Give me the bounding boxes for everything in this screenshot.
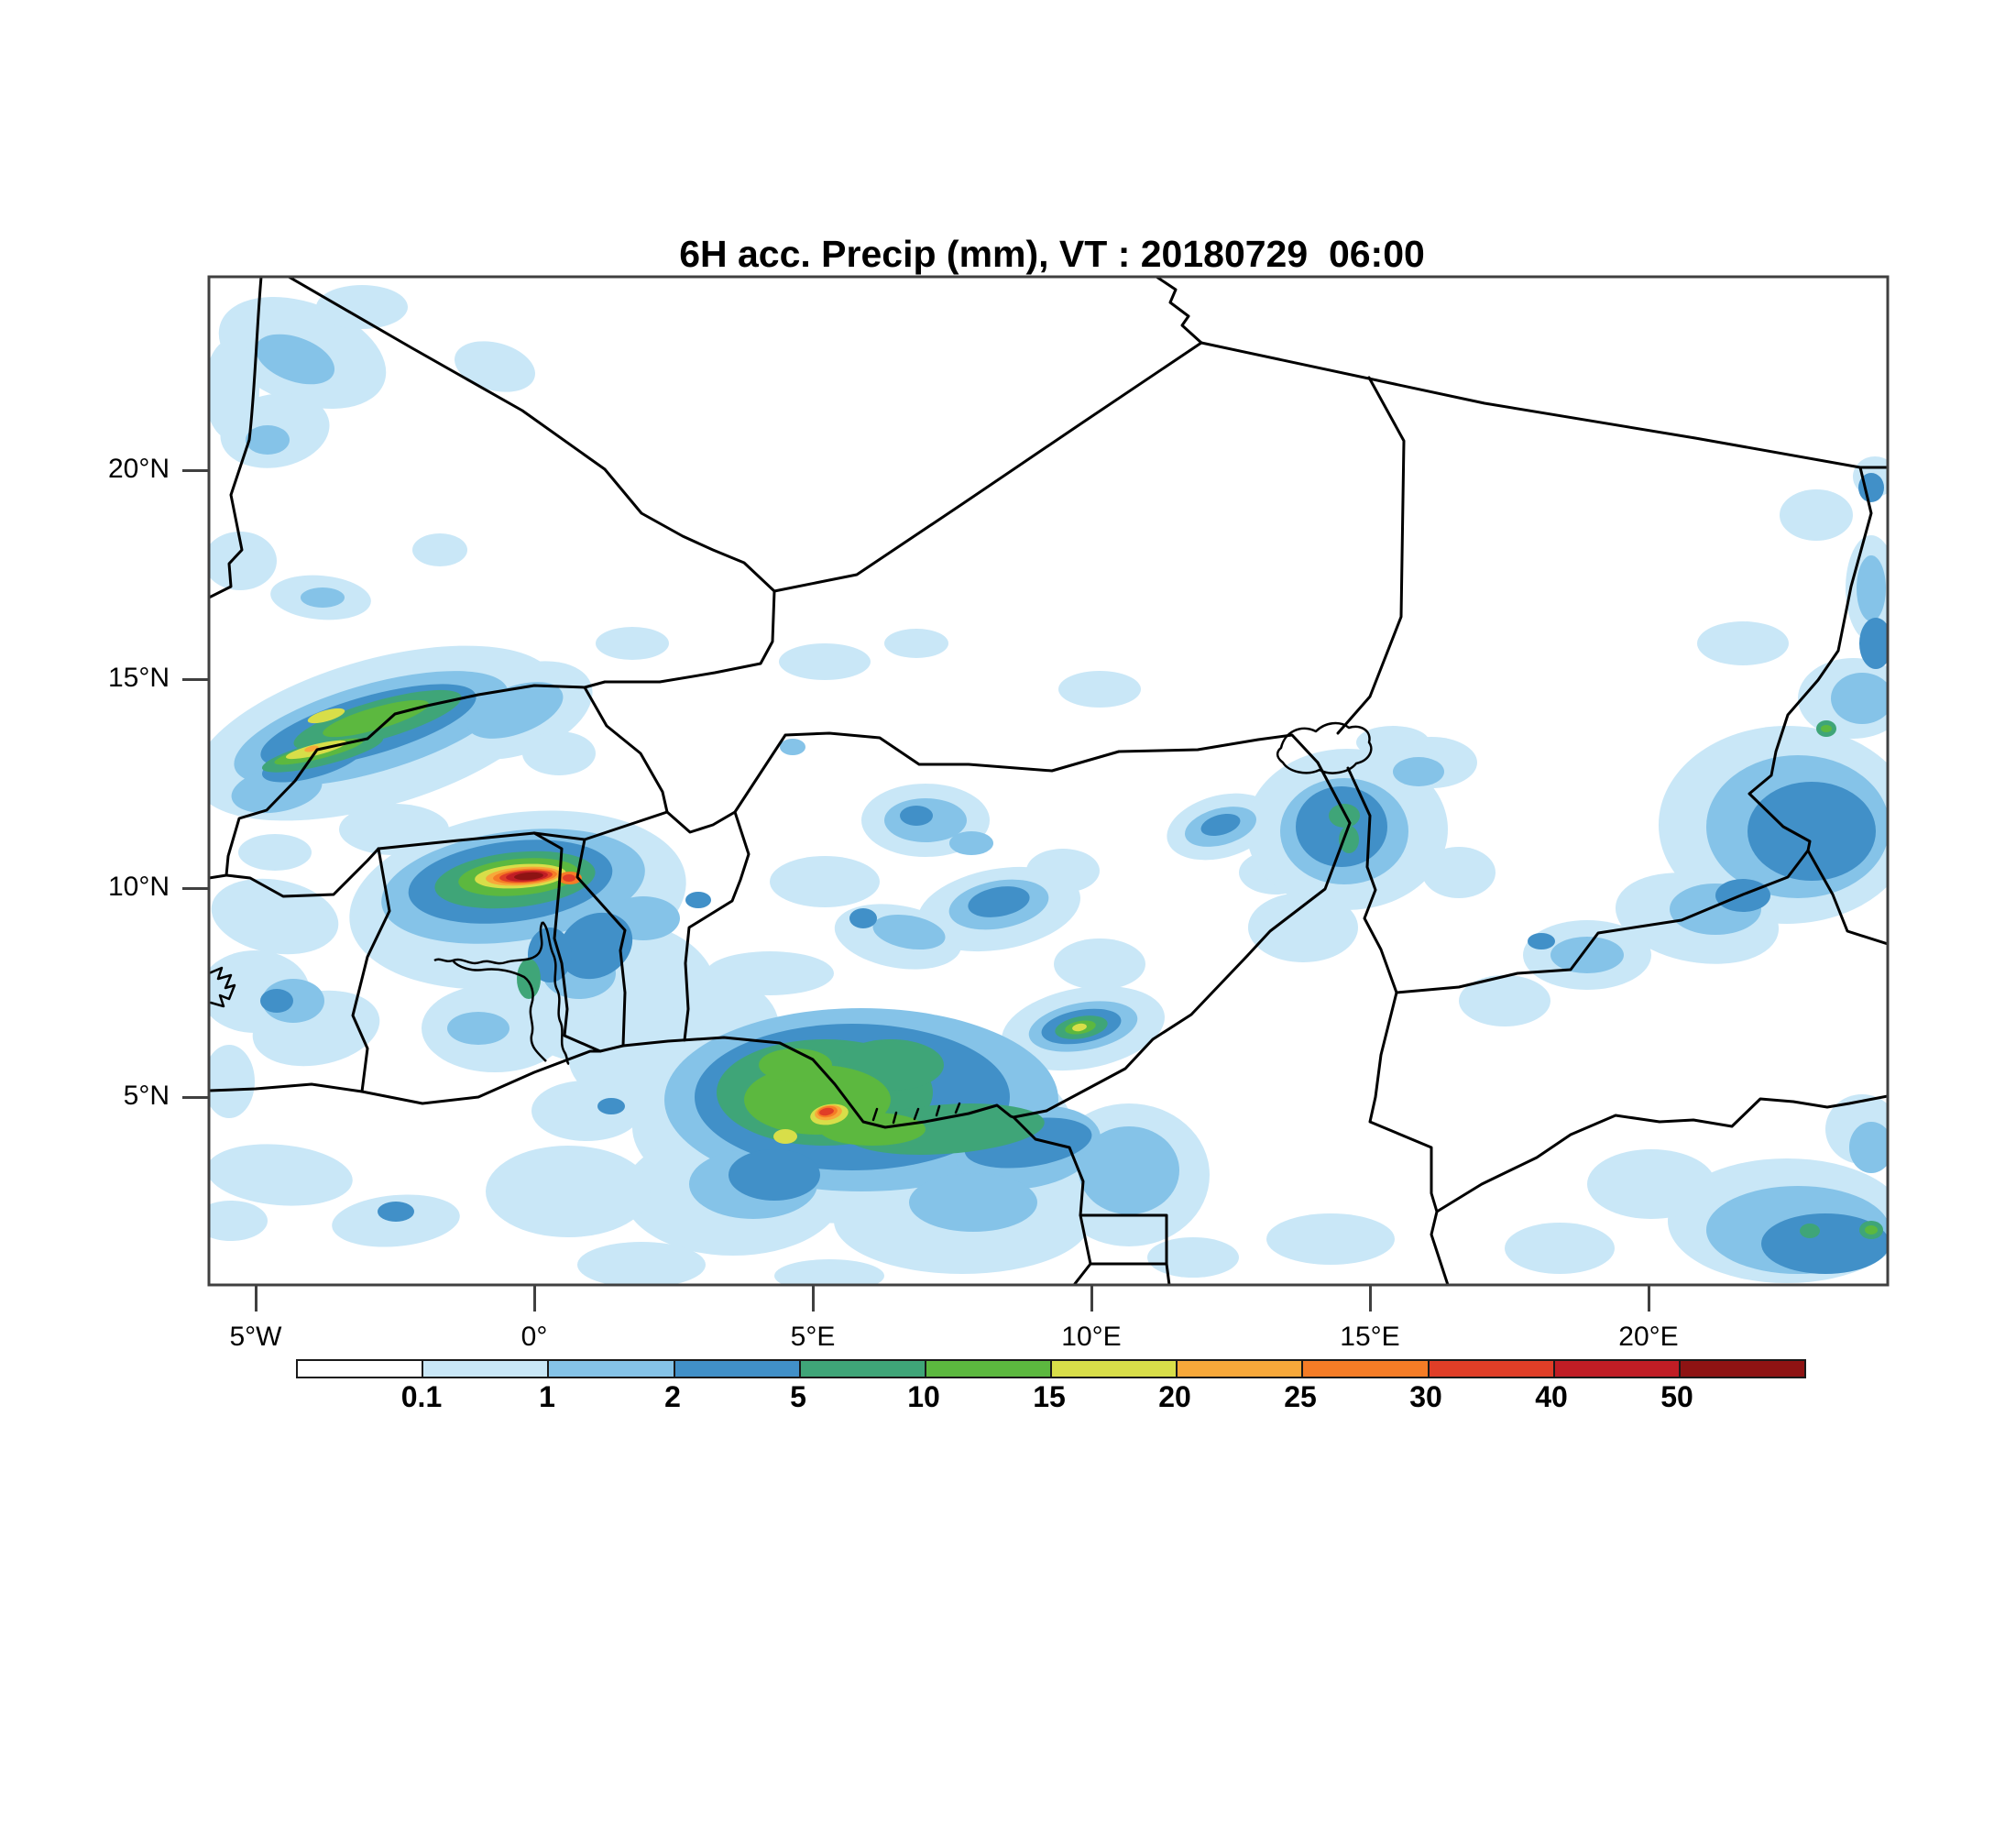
border-ghana-burkina bbox=[377, 831, 536, 851]
border-algeria-niger bbox=[772, 341, 1203, 593]
coastline-estuaries bbox=[871, 1102, 961, 1125]
x-axis-tick-label: 5°W bbox=[229, 1322, 282, 1352]
y-axis-tick-label: 5°N bbox=[123, 1081, 170, 1111]
border-togo-benin bbox=[575, 838, 627, 1048]
colorbar-label: 2 bbox=[664, 1380, 681, 1413]
colorbar-cell-6 bbox=[924, 1361, 1051, 1377]
x-axis-tick bbox=[1090, 1285, 1093, 1312]
x-axis-tick bbox=[533, 1285, 536, 1312]
y-axis-tick bbox=[182, 678, 209, 681]
border-togo-burkina bbox=[532, 831, 586, 841]
lakes bbox=[433, 721, 1373, 1066]
colorbar bbox=[296, 1359, 1806, 1378]
x-axis-tick-label: 15°E bbox=[1340, 1322, 1400, 1352]
colorbar-label: 40 bbox=[1535, 1380, 1568, 1413]
y-axis-tick bbox=[182, 1096, 209, 1099]
colorbar-label: 20 bbox=[1158, 1380, 1191, 1413]
border-equatorial-guinea bbox=[1079, 1213, 1171, 1285]
y-axis-tick-label: 15°N bbox=[107, 663, 170, 693]
border-benin-niger bbox=[665, 810, 737, 834]
colorbar-cell-5 bbox=[798, 1361, 925, 1377]
x-axis-tick-label: 0° bbox=[520, 1322, 548, 1352]
colorbar-label: 30 bbox=[1409, 1380, 1442, 1413]
y-axis-tick-label: 20°N bbox=[107, 454, 170, 484]
x-axis-tick bbox=[812, 1285, 815, 1312]
border-mauritania-mali bbox=[209, 277, 263, 599]
coastline-gulf-of-guinea bbox=[209, 1036, 1092, 1285]
colorbar-label: 1 bbox=[539, 1380, 555, 1413]
border-niger-chad bbox=[1336, 376, 1406, 735]
colorbar-cell-12 bbox=[1678, 1361, 1805, 1377]
border-ghana-cotedivoire bbox=[351, 847, 391, 1093]
border-burkina-benin bbox=[583, 810, 669, 841]
border-burkina-niger bbox=[583, 686, 669, 814]
lake-volta-outline bbox=[433, 921, 570, 1066]
border-libya-algeria bbox=[1155, 277, 1203, 345]
border-cameroon-car-west bbox=[1368, 991, 1439, 1213]
x-axis-tick-label: 20°E bbox=[1618, 1322, 1679, 1352]
border-cotedivoire-north bbox=[225, 847, 380, 898]
colorbar-cell-4 bbox=[673, 1361, 799, 1377]
colorbar-cell-9 bbox=[1301, 1361, 1428, 1377]
colorbar-cell-8 bbox=[1176, 1361, 1302, 1377]
border-car-south bbox=[1435, 1094, 1888, 1213]
x-axis-tick-label: 10°E bbox=[1061, 1322, 1122, 1352]
border-chad-sudan bbox=[1748, 466, 1873, 852]
border-nigeria-cameroon bbox=[1012, 761, 1352, 1119]
x-axis-tick-label: 5°E bbox=[790, 1322, 836, 1352]
colorbar-cell-2 bbox=[422, 1361, 548, 1377]
page-title: 6H acc. Precip (mm), VT : 20180729 06:00 bbox=[679, 233, 1425, 275]
colorbar-label: 25 bbox=[1284, 1380, 1317, 1413]
x-axis-tick bbox=[1369, 1285, 1372, 1312]
lake-chad-outline bbox=[1276, 721, 1373, 774]
border-libya-chad bbox=[1200, 341, 1862, 469]
border-niger-nigeria bbox=[733, 731, 1320, 814]
map-frame bbox=[207, 275, 1890, 1287]
border-car-sudan bbox=[1806, 849, 1888, 946]
colorbar-cell-7 bbox=[1050, 1361, 1177, 1377]
border-chad-car bbox=[1395, 849, 1810, 994]
border-burkina-mali bbox=[209, 684, 586, 880]
border-ghana-togo bbox=[532, 831, 602, 1053]
precip-shading bbox=[209, 285, 1888, 1285]
x-axis-tick bbox=[255, 1285, 257, 1312]
x-axis-tick bbox=[1648, 1285, 1650, 1312]
colorbar-cell-11 bbox=[1552, 1361, 1679, 1377]
colorbar-label: 50 bbox=[1660, 1380, 1693, 1413]
border-mali-niger bbox=[583, 589, 776, 689]
y-axis-tick bbox=[182, 887, 209, 890]
colorbar-label: 15 bbox=[1033, 1380, 1066, 1413]
colorbar-label: 10 bbox=[907, 1380, 940, 1413]
border-guinea-highlands bbox=[209, 966, 236, 1008]
border-chad-cameroon bbox=[1346, 766, 1398, 994]
border-cameroon-congo bbox=[1430, 1210, 1450, 1285]
y-axis-tick-label: 10°N bbox=[107, 872, 170, 902]
border-algeria-mali bbox=[287, 277, 776, 593]
colorbar-label: 0.1 bbox=[400, 1380, 443, 1413]
colorbar-cell-3 bbox=[547, 1361, 674, 1377]
y-axis-tick bbox=[182, 469, 209, 472]
colorbar-label: 5 bbox=[790, 1380, 806, 1413]
colorbar-cell-10 bbox=[1427, 1361, 1553, 1377]
border-benin-nigeria bbox=[683, 810, 751, 1042]
country-borders bbox=[209, 277, 1888, 1285]
colorbar-cell-1 bbox=[298, 1361, 422, 1377]
